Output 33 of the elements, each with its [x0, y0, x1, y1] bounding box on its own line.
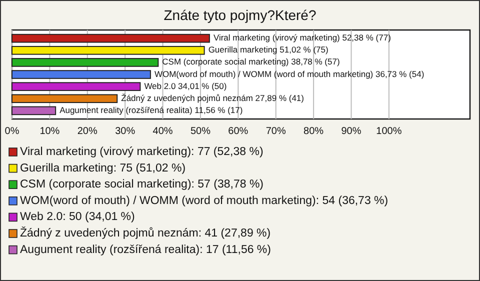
text: Web 2.0: 50 (34,01 %): [20, 211, 136, 224]
x-tick-label: 80%: [304, 126, 324, 137]
x-tick-label: 90%: [341, 126, 362, 137]
text: Guerilla marketing: 75 (51,02 %): [20, 162, 186, 174]
x-tick-label: 20%: [77, 126, 98, 137]
x-tick-label: 50%: [190, 126, 211, 137]
x-tick-label: 70%: [266, 126, 286, 137]
bar: [12, 106, 56, 116]
category-label: WOM(word of mouth) / WOMM (word of mouth marketing) 36,73 % (54): [154, 68, 424, 79]
category-label: Web 2.0 34,01 % (50): [144, 80, 227, 91]
category-label: Augument reality (rozšířená realita) 11,56 % (17): [60, 104, 243, 115]
category-label: Guerilla marketing 51,02 % (75): [208, 44, 328, 55]
bar: [12, 58, 159, 67]
category-label: Žádný z uvedených pojmů neznám 27,89 % (41): [121, 92, 304, 103]
bar: [12, 46, 205, 55]
bar: [12, 82, 141, 91]
x-tick-label: 40%: [152, 126, 173, 137]
x-tick-label: 0%: [4, 126, 20, 137]
text: Žádný z uvedených pojmů neznám: 41 (27,89 %): [20, 226, 271, 240]
text: Viral marketing (virový marketing): 77 (52,38 %): [20, 146, 264, 158]
text: CSM (corporate social marketing): 57 (38,78 %): [20, 178, 264, 191]
bar: [12, 34, 210, 43]
category-label: Viral marketing (virový marketing) 52,38 % (77): [213, 32, 391, 43]
chart-title: Znáte tyto pojmy?Které?: [164, 7, 316, 23]
x-tick-label: 60%: [228, 126, 248, 137]
bar: [12, 70, 151, 79]
text: Augument reality (rozšířená realita): 17 (11,56 %): [20, 244, 272, 256]
text: WOM(word of mouth) / WOMM (word of mouth marketing): 54 (36,73 %): [20, 194, 388, 207]
bar: [12, 94, 118, 104]
category-label: CSM (corporate social marketing) 38,78 % (57): [162, 56, 340, 67]
x-tick-label: 10%: [40, 126, 60, 137]
x-tick-label: 30%: [115, 126, 136, 137]
x-tick-label: 100%: [376, 126, 402, 137]
